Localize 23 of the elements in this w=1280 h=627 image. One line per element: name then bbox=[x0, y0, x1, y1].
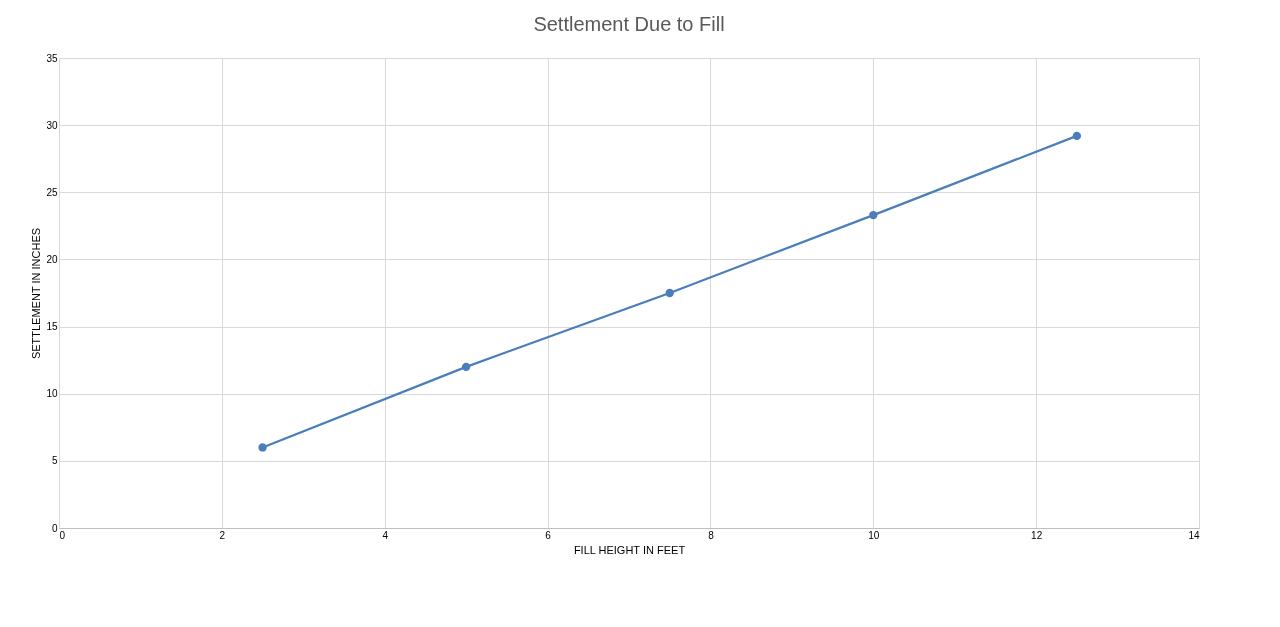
y-axis-title: SETTLEMENT IN INCHES bbox=[30, 227, 43, 360]
x-tick-label: 2 bbox=[219, 529, 226, 541]
y-tick-label: 20 bbox=[46, 253, 58, 265]
y-tick-label: 5 bbox=[51, 455, 58, 467]
point bbox=[665, 288, 674, 298]
y-tick-label: 30 bbox=[46, 119, 58, 131]
x-tick-label: 6 bbox=[545, 529, 552, 541]
x-tick-label: 10 bbox=[868, 529, 880, 541]
x-tick-label: 4 bbox=[382, 529, 389, 541]
point bbox=[461, 362, 471, 372]
x-axis-title: FILL HEIGHT IN FEET bbox=[573, 543, 686, 556]
point bbox=[258, 443, 267, 452]
y-tick-label: 10 bbox=[46, 388, 58, 400]
x-tick-label: 8 bbox=[708, 529, 715, 541]
y-tick-label: 35 bbox=[46, 52, 58, 64]
chart-title: Settlement Due to Fill bbox=[533, 13, 725, 35]
y-tick-label: 15 bbox=[46, 321, 58, 333]
point bbox=[1072, 131, 1082, 141]
point bbox=[869, 210, 878, 220]
x-tick-label: 12 bbox=[1031, 529, 1043, 541]
y-tick-label: 25 bbox=[46, 186, 58, 198]
x-tick-label: 14 bbox=[1188, 529, 1200, 541]
x-tick-label: 0 bbox=[59, 529, 66, 541]
